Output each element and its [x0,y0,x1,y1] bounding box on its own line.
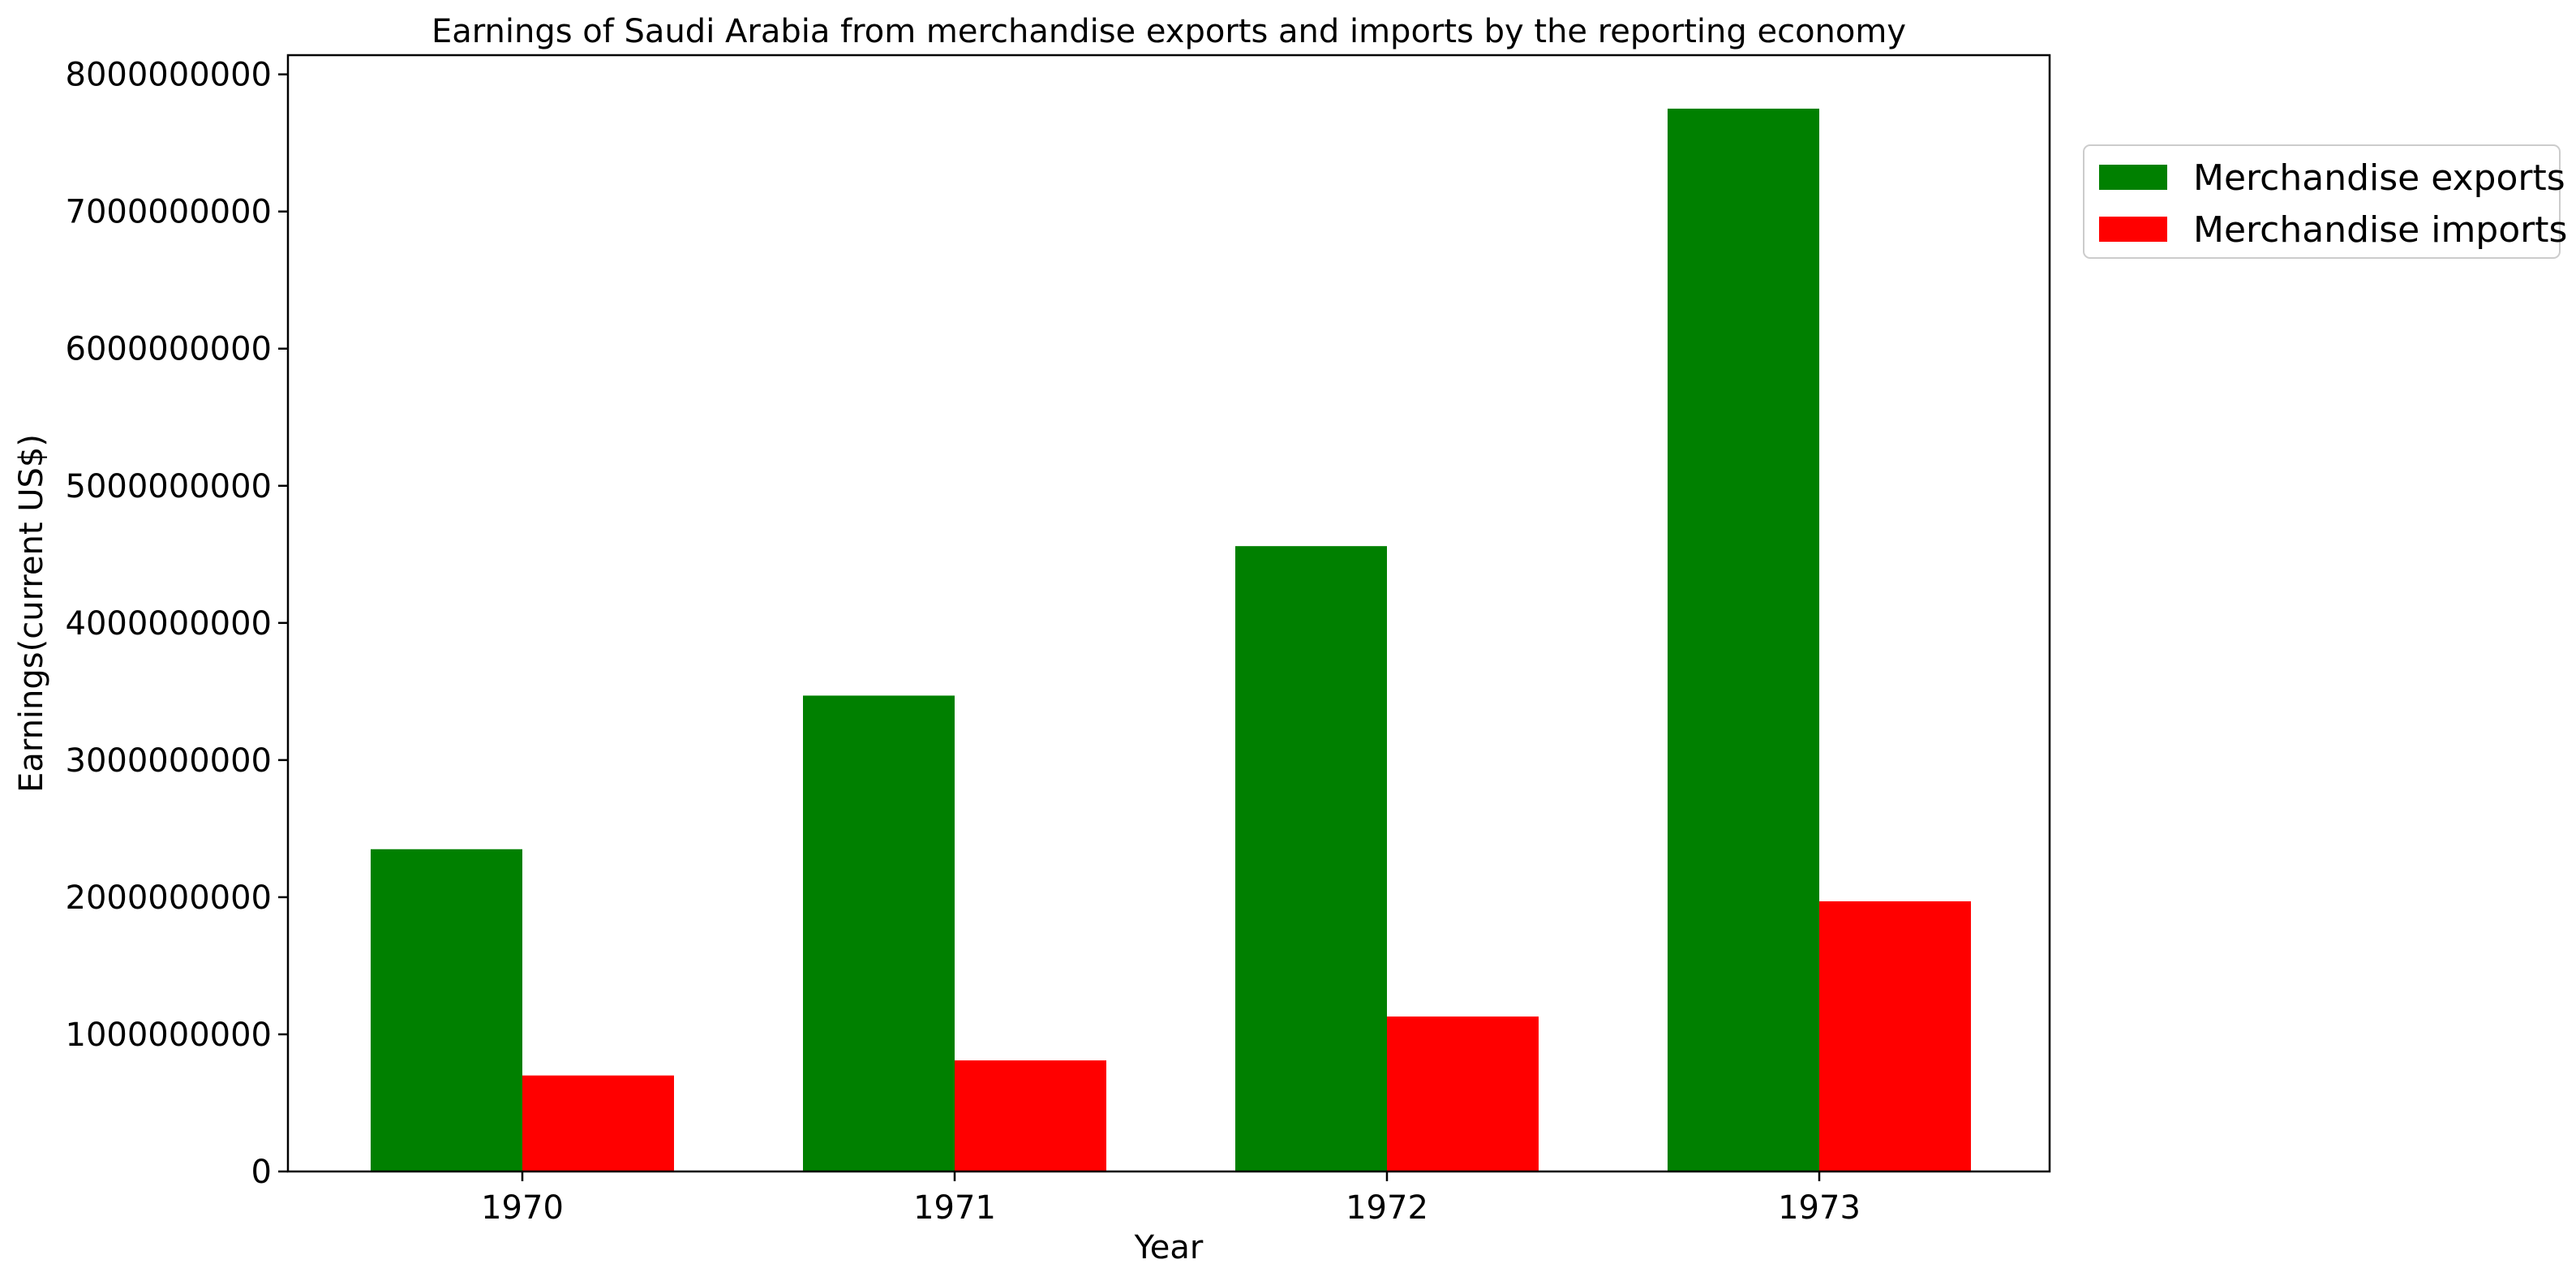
bars-group [371,108,1971,1172]
bar-imports-1971 [955,1060,1106,1171]
legend: Merchandise exports Merchandise imports [2083,144,2567,259]
legend-label-imports: Merchandise imports [2193,209,2567,251]
y-tick-label: 7000000000 [66,194,273,231]
y-tick-label: 5000000000 [66,468,273,505]
legend-swatch-imports [2099,217,2167,242]
bar-imports-1970 [522,1075,674,1171]
y-axis: 0 1000000000 2000000000 3000000000 400000000… [66,57,288,1191]
legend-label-exports: Merchandise exports [2193,157,2565,199]
x-tick-label: 1970 [481,1189,564,1227]
plot-frame [286,54,2051,1173]
bar-exports-1973 [1668,108,1819,1172]
legend-box [2083,144,2561,259]
y-tick-label: 8000000000 [66,57,273,94]
bar-imports-1973 [1819,901,1971,1171]
y-tick-label: 3000000000 [66,742,273,780]
y-tick-label: 6000000000 [66,331,273,368]
y-axis-title: Earnings(current US$) [13,434,50,793]
x-tick-label: 1971 [913,1189,996,1227]
x-axis: 1970 1971 1972 1973 [481,1171,1861,1227]
y-tick-label: 4000000000 [66,605,273,643]
legend-swatch-exports [2099,165,2167,190]
bar-exports-1972 [1235,546,1387,1171]
x-axis-title: Year [1134,1229,1204,1266]
y-tick-label: 1000000000 [66,1017,273,1054]
x-tick-label: 1973 [1778,1189,1861,1227]
chart-title: Earnings of Saudi Arabia from merchandis… [431,13,1906,50]
y-tick-label: 0 [251,1154,272,1191]
x-tick-label: 1972 [1346,1189,1428,1227]
bar-exports-1971 [803,695,955,1171]
y-tick-label: 2000000000 [66,879,273,917]
bar-imports-1972 [1387,1016,1539,1171]
bar-exports-1970 [371,849,522,1171]
